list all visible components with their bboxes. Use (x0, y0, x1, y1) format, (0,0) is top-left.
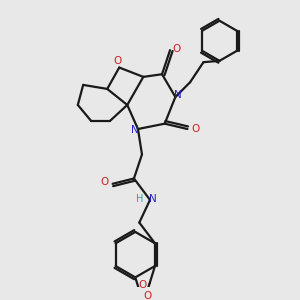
Text: H: H (136, 194, 143, 203)
Text: N: N (174, 90, 182, 100)
Text: O: O (172, 44, 181, 54)
Text: O: O (143, 291, 152, 300)
Text: N: N (131, 125, 139, 135)
Text: O: O (139, 280, 147, 290)
Text: O: O (114, 56, 122, 66)
Text: N: N (149, 194, 157, 203)
Text: O: O (100, 178, 109, 188)
Text: O: O (191, 124, 200, 134)
